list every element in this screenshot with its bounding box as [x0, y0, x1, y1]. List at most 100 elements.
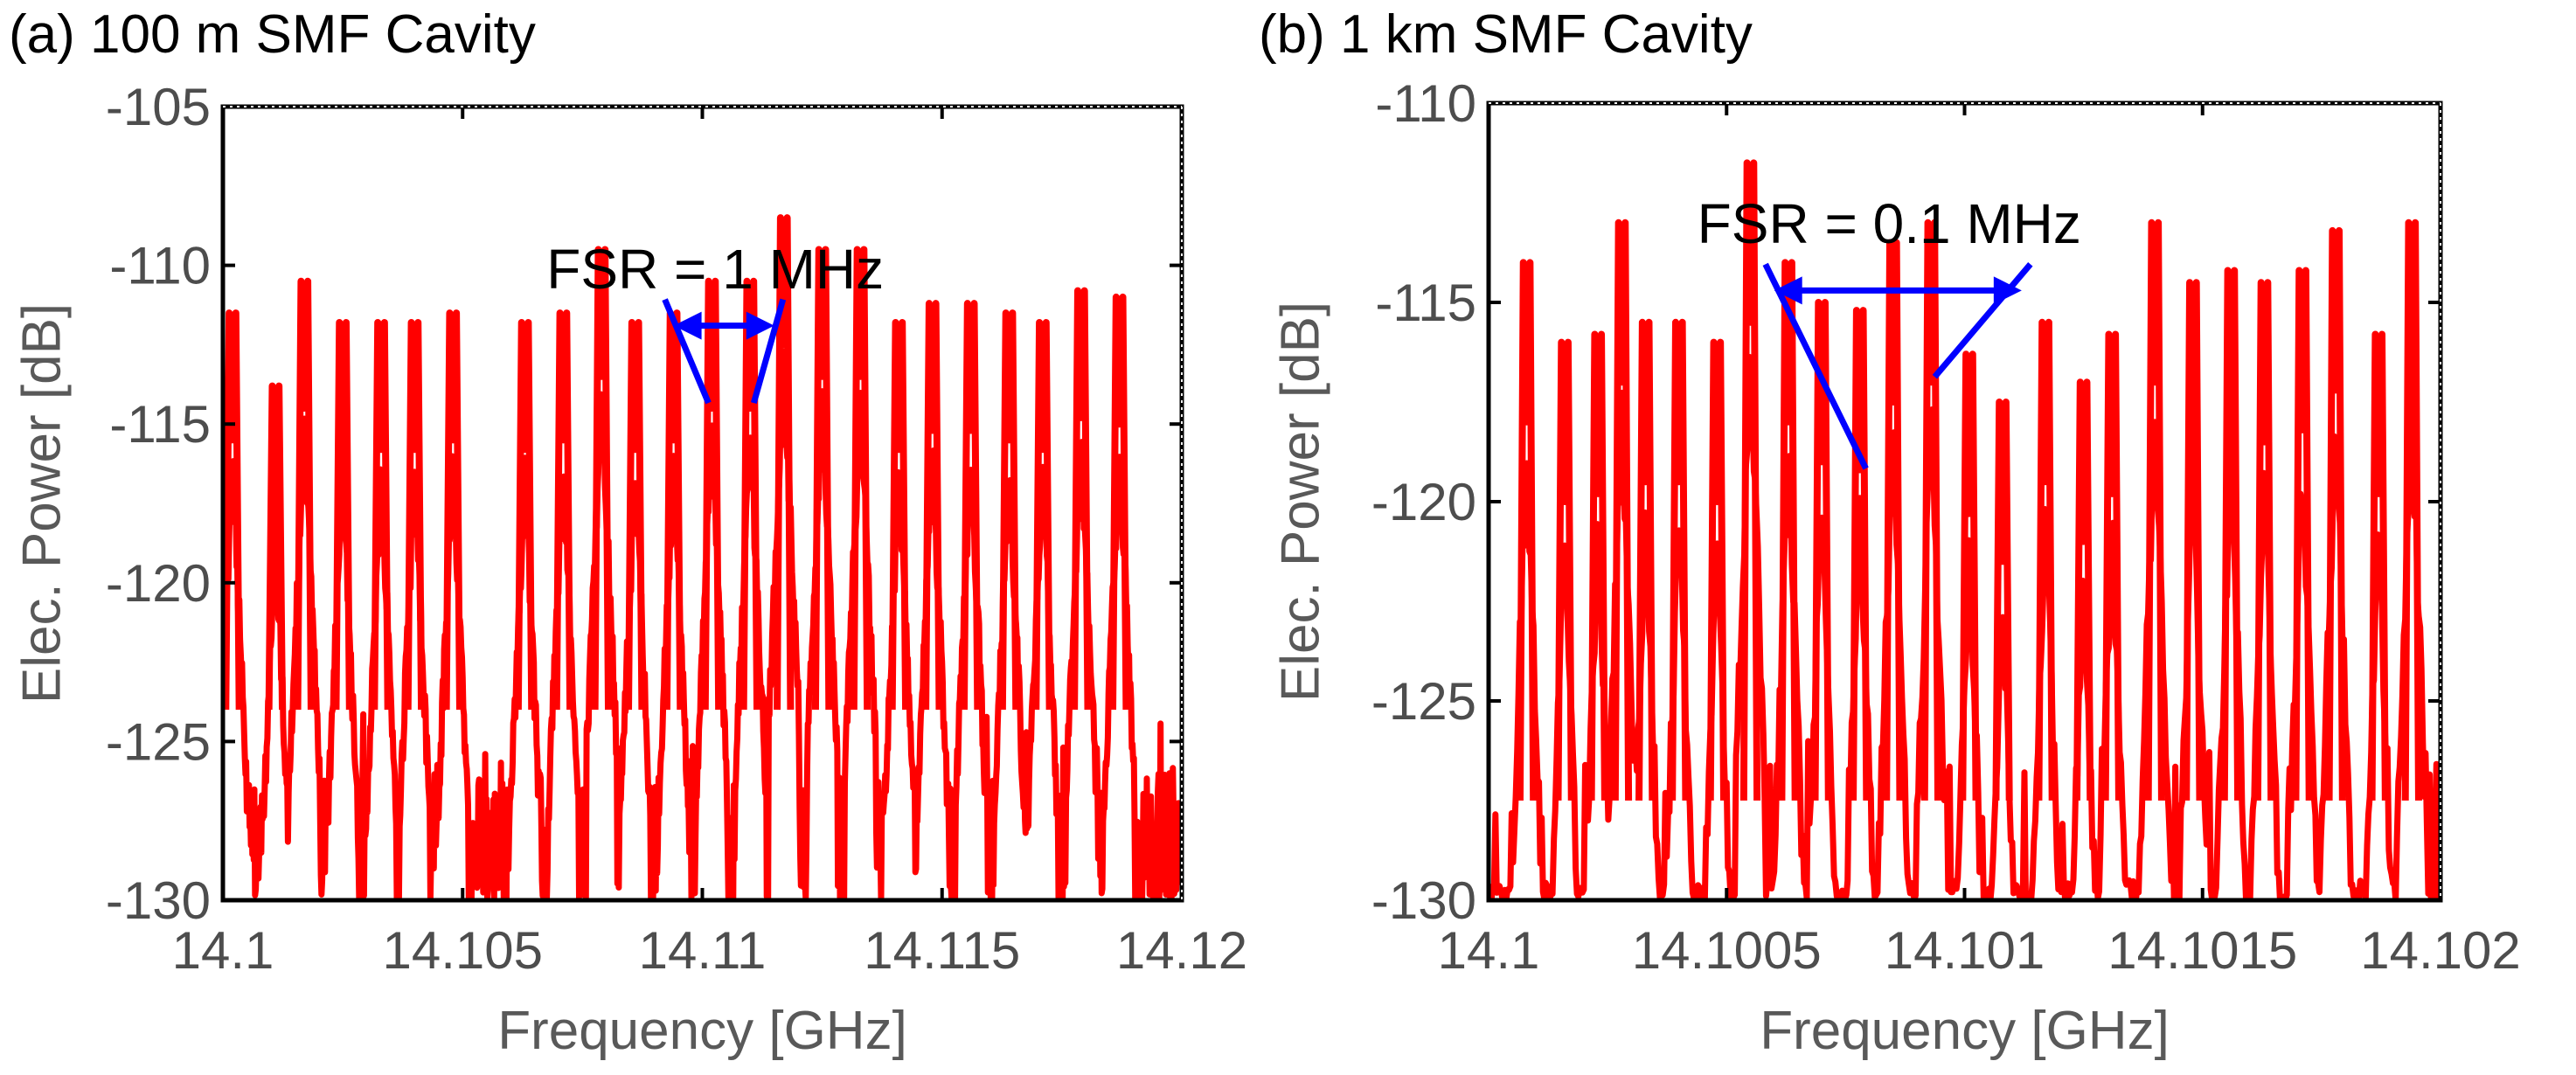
panel-b-fsr-label: FSR = 0.1 MHz	[1698, 192, 2081, 255]
panel-b-peak-23	[2292, 267, 2313, 801]
panel-a-fsr-annotation: FSR = 1 MHz	[546, 238, 884, 405]
panel-b-y-tick-label: -130	[1371, 871, 1476, 930]
panel-b-fsr-arrowhead-left	[1774, 276, 1802, 305]
panel-b-fsr-leader-right	[1932, 262, 2033, 379]
panel-b-peak-2	[1554, 338, 1575, 801]
panel-b-peak-21	[2220, 267, 2242, 801]
panel-b-peak-20	[2183, 279, 2204, 801]
panel-a-plot-area	[223, 214, 1182, 900]
panel-b-x-tick-label: 14.1	[1438, 921, 1540, 980]
panel-b-y-tick-label: -125	[1371, 672, 1476, 731]
panel-b-peak-26	[2401, 218, 2422, 801]
panel-a-peak-10	[591, 246, 612, 711]
panel-a-y-axis: -105 -110 -115 -120 -125 -130	[106, 78, 1182, 930]
panel-b-spectrum-series	[1489, 159, 2441, 900]
panel-a-x-axis: 14.1 14.105 14.11 14.115 14.12	[172, 107, 1247, 980]
panel-a-y-tick-label: -115	[109, 395, 211, 454]
panel-a-peak-9	[552, 309, 574, 711]
panel-a-peak-17	[850, 246, 871, 711]
panel-b-peak-5	[1635, 318, 1656, 801]
panel-b-x-axis-label: Frequency [GHz]	[1760, 1001, 2170, 1061]
panel-b-y-tick-label: -110	[1375, 74, 1476, 133]
panel-b-peak-1	[1516, 259, 1538, 801]
panel-a-peak-8	[514, 318, 536, 711]
panel-b-peak-3	[1587, 330, 1608, 801]
panel-b-peak-19	[2144, 218, 2165, 801]
panel-a-peak-6	[404, 318, 426, 711]
panel-b-peak-24	[2325, 226, 2346, 801]
panel-b-peak-14	[1959, 350, 1980, 801]
panel-a-peak-3	[294, 277, 315, 711]
panel-a-peak-13	[701, 277, 723, 711]
panel-b-peak-9	[1778, 259, 1799, 801]
panel-a-y-tick-label: -130	[106, 871, 211, 930]
panel-a-chart: (a) 100 m SMF Cavity -105 -110 -115 -120 -12…	[9, 4, 1247, 1061]
panel-a-peak-4	[332, 318, 353, 711]
panel-a-peak-18	[888, 318, 910, 711]
panel-b-peak-11	[1850, 307, 1871, 801]
panel-a-y-tick-label: -125	[106, 712, 211, 771]
panel-a-x-tick-label: 14.11	[639, 921, 767, 980]
panel-b-peak-12	[1883, 239, 1904, 801]
panel-b-fsr-leader-left	[1762, 262, 1869, 470]
panel-a-peak-11	[625, 318, 646, 711]
panel-b-peak-4	[1611, 218, 1633, 801]
panel-b-y-tick-label: -120	[1371, 473, 1476, 531]
panel-a-fsr-label: FSR = 1 MHz	[546, 238, 884, 301]
panel-a-peak-2	[265, 382, 287, 711]
panel-a-fsr-leader-right	[750, 298, 787, 404]
panel-b-x-tick-label: 14.102	[2360, 921, 2521, 980]
panel-b-chart: (b) 1 km SMF Cavity -110 -115 -120 -125 -130…	[1259, 4, 2521, 1061]
panel-a-x-tick-label: 14.1	[172, 921, 274, 980]
panel-a-peak-7	[442, 309, 463, 711]
panel-a-x-tick-label: 14.12	[1116, 921, 1247, 980]
panel-b-peak-25	[2368, 330, 2389, 801]
panel-b-peak-13	[1920, 218, 1942, 801]
panel-a-y-tick-label: -120	[106, 554, 211, 613]
panel-a-peak-21	[998, 309, 1020, 711]
panel-a-peak-20	[960, 300, 982, 711]
panel-b-peak-16	[2035, 318, 2056, 801]
panel-a-fsr-leader-left	[662, 298, 712, 405]
panel-a-peak-23	[1071, 287, 1092, 711]
panel-b-peak-17	[2073, 378, 2094, 801]
panel-a-peak-12	[663, 309, 684, 711]
panel-b-peak-8	[1739, 159, 1761, 801]
panel-b-peak-7	[1706, 338, 1727, 801]
panel-b-peak-6	[1669, 318, 1690, 801]
panel-a-spectrum-series	[223, 214, 1182, 900]
panel-b-plot-area	[1489, 159, 2441, 900]
panel-a-fsr-arrowhead-left	[673, 311, 702, 340]
panel-a-peak-19	[922, 300, 943, 711]
panel-b-title: (b) 1 km SMF Cavity	[1259, 4, 1753, 65]
panel-a-peak-14	[739, 277, 761, 711]
panel-b-fsr-arrowhead-right	[1993, 276, 2022, 305]
panel-b-x-axis: 14.1 14.1005 14.101 14.1015 14.102	[1438, 103, 2521, 980]
panel-b-fsr-annotation: FSR = 0.1 MHz	[1698, 192, 2081, 470]
panel-b-y-tick-label: -115	[1375, 274, 1476, 332]
panel-a-x-tick-label: 14.105	[382, 921, 543, 980]
panel-b-peak-18	[2101, 330, 2122, 801]
panel-a-peak-16	[811, 246, 833, 711]
panel-a-peak-22	[1032, 318, 1053, 711]
panel-b-y-axis-label: Elec. Power [dB]	[1271, 302, 1331, 702]
panel-a-peak-24	[1109, 293, 1130, 711]
panel-a-y-tick-label: -110	[109, 237, 211, 295]
panel-a-title: (a) 100 m SMF Cavity	[9, 4, 536, 65]
panel-a-x-axis-label: Frequency [GHz]	[497, 1001, 907, 1061]
panel-b-x-tick-label: 14.1015	[2107, 921, 2297, 980]
panel-b-x-tick-label: 14.1005	[1632, 921, 1822, 980]
panel-b-x-tick-label: 14.101	[1885, 921, 2045, 980]
panel-a-peak-5	[371, 318, 392, 711]
panel-a-y-axis-label: Elec. Power [dB]	[12, 303, 73, 704]
panel-b-peak-10	[1811, 299, 1832, 801]
panel-a-fsr-arrowhead-right	[746, 311, 774, 340]
panel-b-peak-22	[2253, 279, 2275, 801]
panel-a-y-tick-label: -105	[106, 78, 211, 136]
panel-a-peak-15	[774, 214, 795, 711]
panel-a-peak-1	[223, 309, 243, 711]
panel-b-peak-15	[1992, 399, 2013, 801]
panel-a-x-tick-label: 14.115	[864, 921, 1020, 980]
panel-b-y-axis: -110 -115 -120 -125 -130	[1371, 74, 2441, 930]
